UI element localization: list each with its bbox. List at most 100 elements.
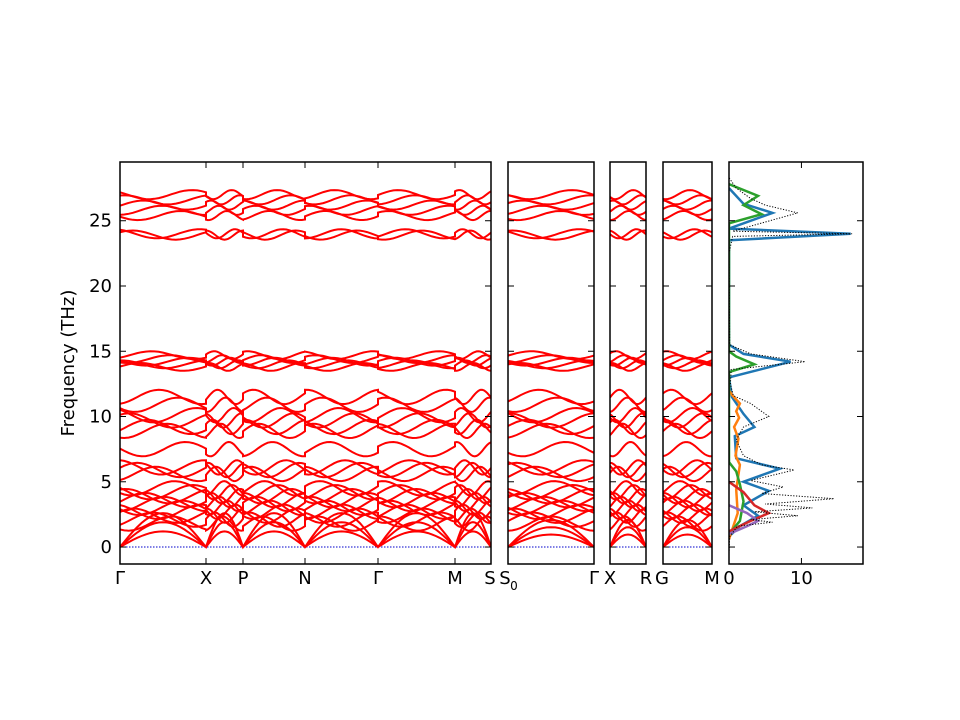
band-line: [610, 396, 646, 413]
band-line: [610, 461, 646, 479]
band-line: [508, 526, 594, 548]
x-tick-label: 0: [510, 579, 518, 593]
dos-partial-line: [729, 389, 742, 540]
band-line: [610, 388, 646, 406]
band-line: [120, 350, 491, 361]
band-line: [610, 361, 646, 372]
band-line: [610, 518, 646, 548]
band-line: [663, 359, 712, 370]
y-tick-label: 10: [89, 407, 112, 428]
band-line: [508, 480, 594, 497]
band-line: [120, 422, 491, 440]
y-axis-label: Frequency (THz): [58, 290, 79, 437]
band-line: [508, 507, 594, 524]
band-lines: [120, 189, 491, 550]
dos-total-line: [729, 177, 853, 554]
band-line: [610, 526, 646, 548]
band-line: [508, 361, 594, 372]
x-tick-label: P: [238, 568, 249, 589]
band-line: [610, 491, 646, 509]
band-line: [663, 499, 712, 517]
y-tick-label: 25: [89, 211, 112, 232]
band-line: [610, 533, 646, 548]
band-line: [610, 459, 646, 476]
band-line: [120, 406, 491, 424]
band-line: [610, 484, 646, 501]
x-tick-label: Γ: [373, 568, 383, 589]
band-line: [120, 480, 491, 497]
y-tick-label: 0: [101, 537, 112, 558]
band-line: [663, 189, 712, 201]
x-tick-label: M: [704, 568, 720, 589]
x-tick-label: R: [640, 568, 653, 589]
dos-curves: [729, 177, 853, 554]
band-line: [663, 441, 712, 458]
band-line: [663, 204, 712, 216]
dos-partial-line: [729, 480, 772, 533]
band-line: [610, 440, 646, 458]
band-line: [610, 228, 646, 240]
band-lines: [610, 189, 646, 548]
band-line: [508, 422, 594, 440]
dos-partial-line: [729, 183, 766, 535]
panel-frame: [609, 161, 647, 565]
band-line: [120, 512, 491, 550]
band-line: [663, 465, 712, 483]
band-line: [508, 350, 594, 361]
x-tick-label: M: [447, 568, 463, 589]
band-line: [663, 511, 712, 528]
band-line: [508, 533, 594, 548]
band-line: [120, 388, 491, 406]
band-line: [508, 406, 594, 424]
band-line: [508, 199, 594, 211]
band-line: [663, 491, 712, 509]
band-line: [508, 459, 594, 476]
band-line: [663, 228, 712, 240]
x-tick-label: X: [604, 568, 616, 589]
band-line: [610, 210, 646, 222]
band-line: [120, 228, 491, 240]
x-tick-label: S: [484, 568, 495, 589]
x-tick-label: Γ: [589, 568, 599, 589]
band-line: [610, 229, 646, 241]
band-lines: [663, 189, 712, 548]
band-line: [508, 483, 594, 501]
y-tick-label: 20: [89, 276, 112, 297]
y-tick-label: 15: [89, 341, 112, 362]
band-line: [610, 189, 646, 201]
band-line: [120, 396, 491, 414]
panel-frame: [662, 161, 713, 565]
band-line: [663, 518, 712, 548]
band-line: [120, 204, 491, 216]
band-lines: [508, 189, 594, 548]
dos-x-tick-label: 10: [790, 568, 813, 589]
band-line: [663, 484, 712, 501]
band-line: [120, 209, 491, 222]
band-line: [663, 229, 712, 241]
band-line: [508, 461, 594, 479]
band-panel-2: [507, 161, 595, 565]
band-line: [610, 503, 646, 521]
x-tick-label: S: [499, 568, 510, 589]
band-line: [663, 388, 712, 406]
y-tick-label: 5: [101, 472, 112, 493]
band-line: [508, 388, 594, 406]
band-line: [508, 228, 594, 240]
band-line: [508, 495, 594, 513]
band-line: [508, 229, 594, 241]
band-line: [508, 518, 594, 548]
band-panel-1: 0 5 10 15 20 25: [89, 161, 492, 565]
band-line: [610, 356, 646, 367]
panel-frame: [507, 161, 595, 565]
dos-x-tick-label: 0: [723, 568, 734, 589]
band-line: [610, 515, 646, 532]
band-line: [120, 440, 491, 458]
dos-frame: [728, 161, 864, 565]
band-line: [610, 412, 646, 429]
dos-partial-line: [729, 504, 761, 536]
band-line: [508, 412, 594, 429]
x-tick-label: N: [298, 568, 311, 589]
band-line: [663, 406, 712, 424]
